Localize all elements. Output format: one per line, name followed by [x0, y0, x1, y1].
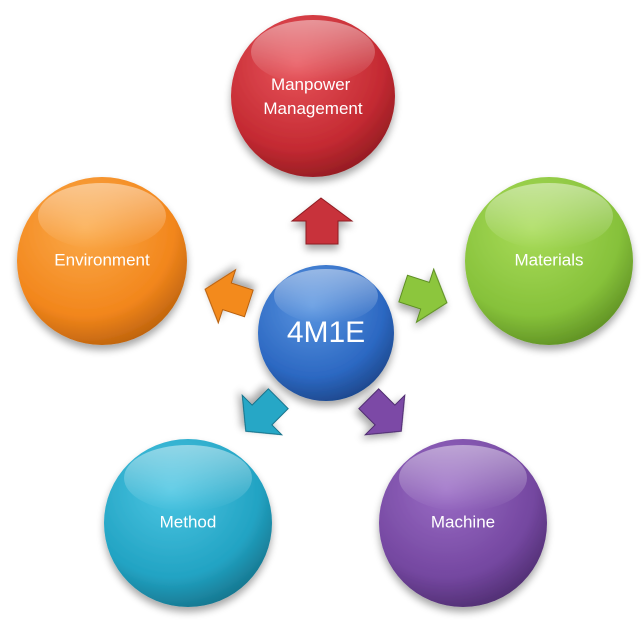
node-center-4m1e: 4M1E	[258, 265, 394, 401]
arrow-to-materials	[398, 267, 448, 324]
node-machine: Machine	[379, 439, 547, 607]
machine-label: Machine	[431, 512, 495, 531]
environment-label: Environment	[54, 250, 150, 269]
arrow-to-machine	[358, 388, 406, 436]
node-environment: Environment	[17, 177, 187, 345]
arrow-to-manpower	[290, 197, 354, 245]
arrow-to-environment	[204, 268, 254, 325]
manpower-label-line2: Management	[263, 99, 363, 118]
node-method: Method	[104, 439, 272, 607]
materials-label: Materials	[515, 250, 584, 269]
manpower-label-line1: Manpower	[271, 75, 351, 94]
node-manpower-management: Manpower Management	[231, 15, 395, 177]
node-materials: Materials	[465, 177, 633, 345]
arrow-to-method	[241, 388, 289, 436]
method-label: Method	[160, 512, 217, 531]
center-label: 4M1E	[287, 316, 365, 349]
svg-text:Manpower Management: Manpower Management	[263, 75, 363, 118]
